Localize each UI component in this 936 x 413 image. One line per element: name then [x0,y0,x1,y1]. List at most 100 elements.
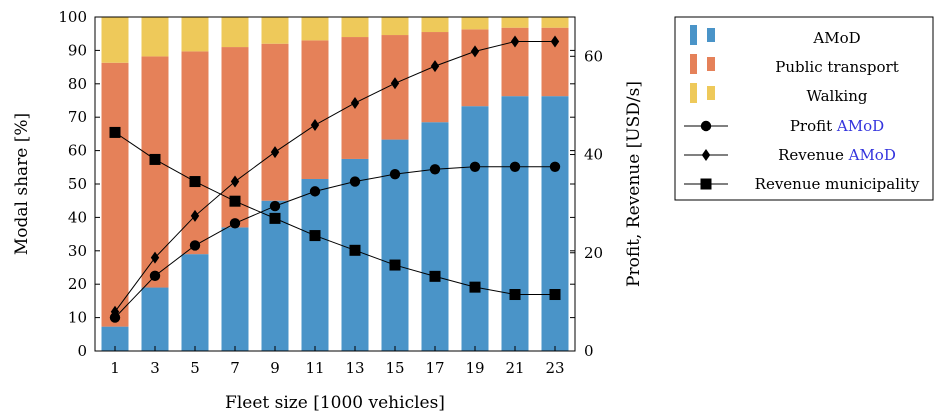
legend-label-main: Profit [790,117,832,135]
legend-label: Public transport [775,58,898,76]
bar-walking [181,17,209,52]
y-axis-label: Modal share [%] [12,113,32,255]
bar-amod [461,106,489,351]
legend-swatch [690,25,697,45]
point-circle [149,270,161,282]
bar-public-transport [141,56,169,288]
point-circle [269,200,281,212]
x-axis-ticks: 1 3 5 7 9 11 13 15 17 19 21 23 [110,346,565,377]
point-diamond [430,60,440,73]
right-axis-ticks: 0 20 40 60 [570,47,603,360]
point-circle [189,240,201,251]
point-square [309,230,321,242]
x-tick-label: 1 [110,359,120,377]
bar-walking [141,17,169,57]
point-square [429,270,441,282]
bar-walking [541,17,569,28]
point-diamond [150,251,160,264]
bar-amod [261,200,289,351]
left-tick-label: 10 [68,309,87,327]
point-circle [469,161,481,173]
point-diamond [701,149,711,161]
point-diamond [110,305,120,318]
left-tick-label: 100 [58,8,87,26]
legend-label-main: Revenue [778,146,844,164]
right-tick-label: 20 [584,244,603,262]
bar-public-transport [181,51,209,255]
x-tick-label: 19 [465,359,484,377]
point-square [469,281,481,293]
series-line [114,166,555,318]
bar-amod [501,96,529,352]
x-tick-label: 11 [305,359,324,377]
point-diamond [470,45,480,58]
legend-swatch [690,83,697,103]
x-tick-label: 3 [150,359,160,377]
legend-swatch [707,86,715,100]
bar-amod [181,254,209,351]
point-square [549,289,561,301]
x-tick-label: 5 [190,359,200,377]
point-diamond [190,209,200,222]
point-diamond [230,175,240,188]
left-tick-label: 80 [68,75,87,93]
left-tick-label: 40 [68,208,87,226]
series-line [114,132,555,296]
bar-amod [221,227,249,351]
point-square [269,212,281,224]
bar-walking [101,17,129,63]
bar-walking [381,17,409,36]
bar-amod [541,96,569,352]
point-circle [429,164,441,175]
left-tick-label: 90 [68,41,87,59]
point-square [229,195,241,207]
bar-walking [221,17,249,48]
bar-public-transport [421,32,449,123]
left-tick-label: 50 [68,175,87,193]
bar-amod [141,287,169,351]
point-diamond [550,35,560,48]
point-square [389,259,401,271]
point-circle [229,218,241,229]
legend-swatch [690,54,697,74]
point-square [109,126,121,138]
point-square [700,178,712,190]
x-tick-label: 9 [270,359,280,377]
legend-swatch [707,57,715,71]
point-square [349,244,361,256]
point-square [509,289,521,301]
bar-walking [341,17,369,38]
left-tick-label: 60 [68,142,87,160]
series-line [114,41,555,313]
line-series-diamond [110,35,560,318]
x-axis-label: Fleet size [1000 vehicles] [225,393,445,413]
bars [101,17,569,352]
point-circle [549,161,561,173]
left-tick-label: 0 [77,342,87,360]
line-series-square [109,126,561,301]
point-diamond [310,119,320,132]
point-circle [389,168,401,180]
point-diamond [390,77,400,90]
point-square [189,176,201,188]
line-series-circle [109,161,561,323]
bar-public-transport [461,29,489,107]
legend-label: Walking [806,87,867,105]
bar-public-transport [261,43,289,201]
legend-label: Profit AMoD [790,117,884,135]
bar-walking [301,17,329,41]
bar-walking [501,17,529,28]
point-circle [700,120,712,132]
bar-walking [261,17,289,44]
legend-label-highlight: AMoD [832,117,884,135]
point-square [149,153,161,165]
bar-amod [421,122,449,352]
legend-label-highlight: AMoD [844,146,896,164]
bar-amod [301,178,329,351]
point-diamond [350,96,360,109]
left-axis-ticks: 0 10 20 30 40 50 60 70 80 90 100 [58,8,575,360]
left-tick-label: 30 [68,242,87,260]
bar-walking [461,17,489,30]
